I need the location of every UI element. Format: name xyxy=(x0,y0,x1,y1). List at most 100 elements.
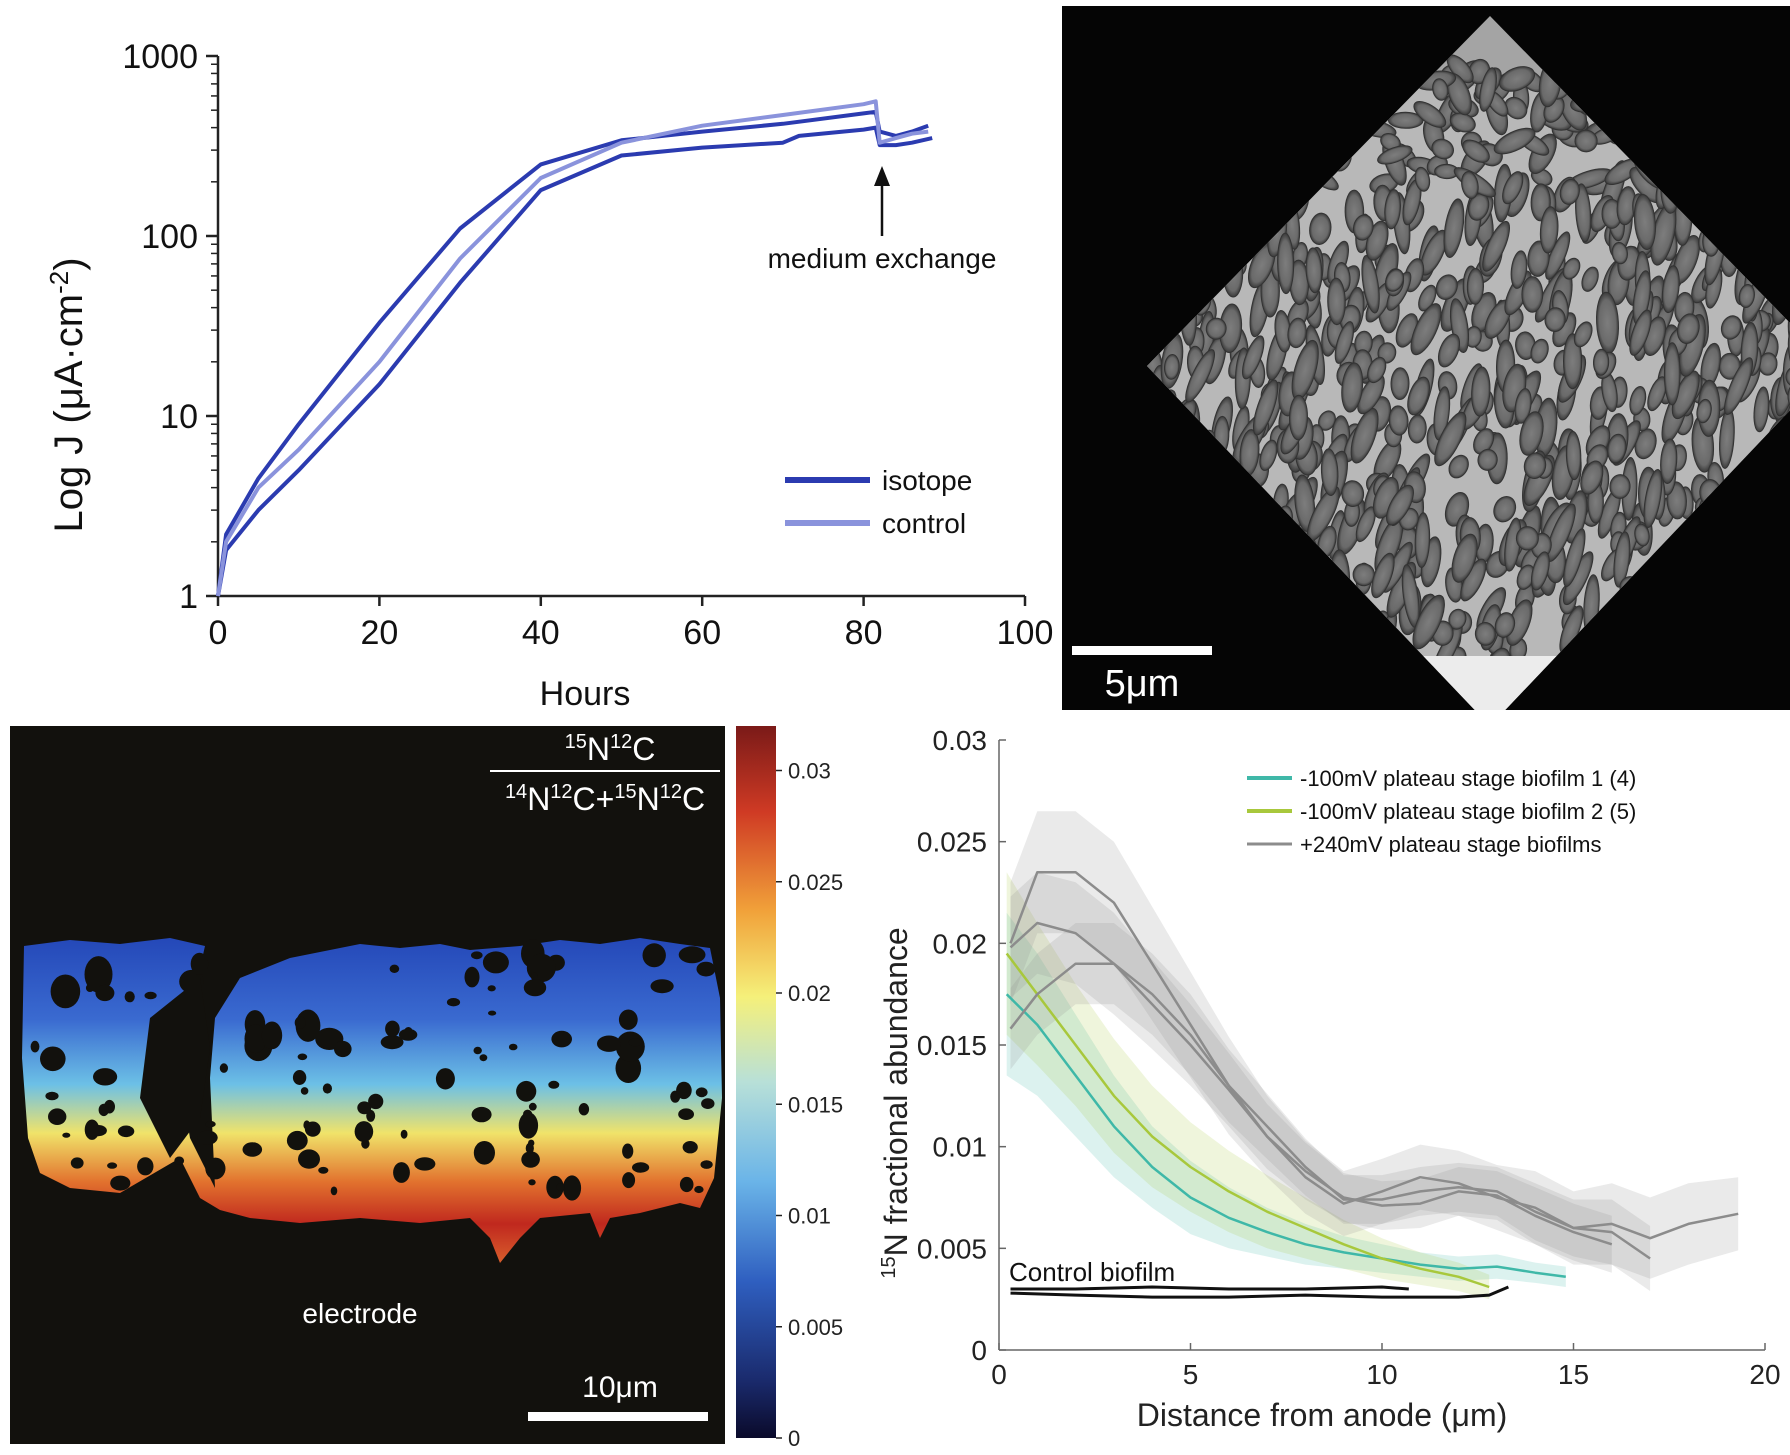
bacterial-cell xyxy=(1562,257,1581,280)
bacterial-cell xyxy=(1288,394,1309,441)
bacterial-cell xyxy=(1377,145,1413,165)
medium-exchange-annotation: medium exchange xyxy=(768,243,997,274)
y-tick-label: 1 xyxy=(179,578,198,616)
void-region xyxy=(197,1130,218,1145)
void-region xyxy=(286,1130,308,1151)
series-line xyxy=(1010,1285,1509,1299)
colorbar-tick-label: 0.025 xyxy=(788,870,843,895)
colorbar-tick-label: 0.03 xyxy=(788,759,831,784)
legend-label-control: control xyxy=(882,508,966,539)
scale-bar-5um xyxy=(1072,646,1212,655)
bacterial-cell xyxy=(1510,250,1528,289)
x-tick-label: 15 xyxy=(1558,1359,1589,1390)
void-region xyxy=(622,1172,636,1189)
series-line xyxy=(1005,993,1566,1279)
bacterial-cell xyxy=(1185,349,1215,403)
void-region xyxy=(389,964,400,973)
bacterial-cell xyxy=(1530,551,1550,591)
void-region xyxy=(562,1175,582,1201)
void-region xyxy=(695,1087,708,1098)
void-region xyxy=(334,1040,352,1058)
formula-denominator: 14N12C+15N12C xyxy=(505,781,705,817)
void-region xyxy=(84,1119,100,1140)
bacterial-cell xyxy=(1502,171,1524,205)
void-region xyxy=(297,1053,308,1061)
void-region xyxy=(84,956,113,993)
bacterial-cell xyxy=(1390,367,1410,400)
bacterial-cell xyxy=(1559,178,1580,205)
bacterial-cell xyxy=(1410,303,1442,356)
void-region xyxy=(482,951,509,974)
bacterial-cell xyxy=(1448,608,1467,630)
void-region xyxy=(516,1080,537,1102)
current-density-chart: 0 20 40 60 80 100 1 10 100 1000 Hours Log J (μA·c… xyxy=(0,0,1060,720)
current-density-svg: 0 20 40 60 80 100 1 10 100 1000 Hours Log J (μA·c… xyxy=(44,38,1054,713)
void-region xyxy=(304,1121,321,1137)
x-tick-label: 100 xyxy=(997,614,1054,652)
bacterial-cell xyxy=(1504,96,1528,120)
bacterial-cell xyxy=(1407,376,1430,416)
void-region xyxy=(435,1068,455,1090)
void-region xyxy=(261,1021,283,1050)
x-tick-label: 40 xyxy=(522,614,560,652)
void-region xyxy=(144,991,157,1000)
x-tick-label: 20 xyxy=(1749,1359,1780,1390)
axes-group: 0 5 10 15 20 0 0.005 0.01 0.015 0.02 0.025 0.03 xyxy=(917,725,1781,1390)
bacterial-cell xyxy=(1521,276,1544,313)
y-tick-label: 100 xyxy=(141,218,198,256)
bacterial-cell xyxy=(1785,365,1790,388)
void-region xyxy=(124,991,135,1003)
bacterial-cell xyxy=(1277,232,1295,295)
bacterial-cell xyxy=(1341,362,1364,413)
isotope-ratio-map: 15N12C 14N12C+15N12C electrode 10μm 0.03… xyxy=(0,718,872,1451)
void-region xyxy=(618,1009,638,1030)
bacterial-cell xyxy=(1163,354,1180,380)
void-region xyxy=(546,1175,564,1199)
colorbar xyxy=(736,726,776,1438)
void-region xyxy=(556,1183,565,1191)
y-tick-label: 0.025 xyxy=(917,827,987,858)
series-line xyxy=(1010,1285,1409,1291)
bacterial-cell xyxy=(1634,523,1650,547)
void-region xyxy=(393,1162,410,1183)
void-region xyxy=(50,974,81,1009)
void-region xyxy=(70,1157,84,1169)
bacterial-cell xyxy=(1443,198,1465,258)
series-line-isotope xyxy=(216,125,933,597)
void-region xyxy=(322,1083,332,1094)
void-region xyxy=(174,1156,185,1165)
colorbar-tick-label: 0.02 xyxy=(788,981,831,1006)
bacterial-cell xyxy=(1305,247,1323,294)
bacterial-cell xyxy=(1482,220,1510,272)
void-region xyxy=(110,1175,131,1191)
series-line-control xyxy=(216,99,929,597)
y-tick-label: 0.005 xyxy=(917,1233,987,1264)
bacterial-cell xyxy=(1327,277,1346,326)
void-region xyxy=(318,1166,329,1174)
bacterial-cell xyxy=(1545,231,1571,280)
bacterial-cell xyxy=(1451,533,1478,583)
bacterial-cell xyxy=(1563,528,1586,588)
bacterial-cell xyxy=(1787,326,1790,377)
void-region xyxy=(479,1054,488,1062)
void-region xyxy=(471,951,483,960)
scale-bar-10um xyxy=(528,1412,708,1421)
bacterial-cell xyxy=(1386,484,1414,526)
bacterial-cell xyxy=(1519,411,1544,456)
bacterial-cell xyxy=(1493,127,1536,155)
scale-bar-label-10um: 10μm xyxy=(582,1371,658,1404)
void-region xyxy=(62,1132,71,1138)
bacterial-cell xyxy=(1432,78,1449,101)
bacterial-cell xyxy=(1613,531,1631,588)
void-region xyxy=(298,1149,320,1169)
bacterial-cell xyxy=(1753,386,1770,433)
void-region xyxy=(107,1162,118,1169)
bacterial-cell xyxy=(1633,193,1656,251)
bacterial-cell xyxy=(1514,388,1532,424)
void-region xyxy=(244,1024,267,1054)
void-region xyxy=(528,1179,536,1186)
y-axis-label: Log J (μA·cm-2) xyxy=(44,257,91,532)
bacterial-cell xyxy=(1676,313,1700,344)
micrograph-panel: 5μm xyxy=(1062,6,1790,716)
x-tick-label: 0 xyxy=(991,1359,1007,1390)
